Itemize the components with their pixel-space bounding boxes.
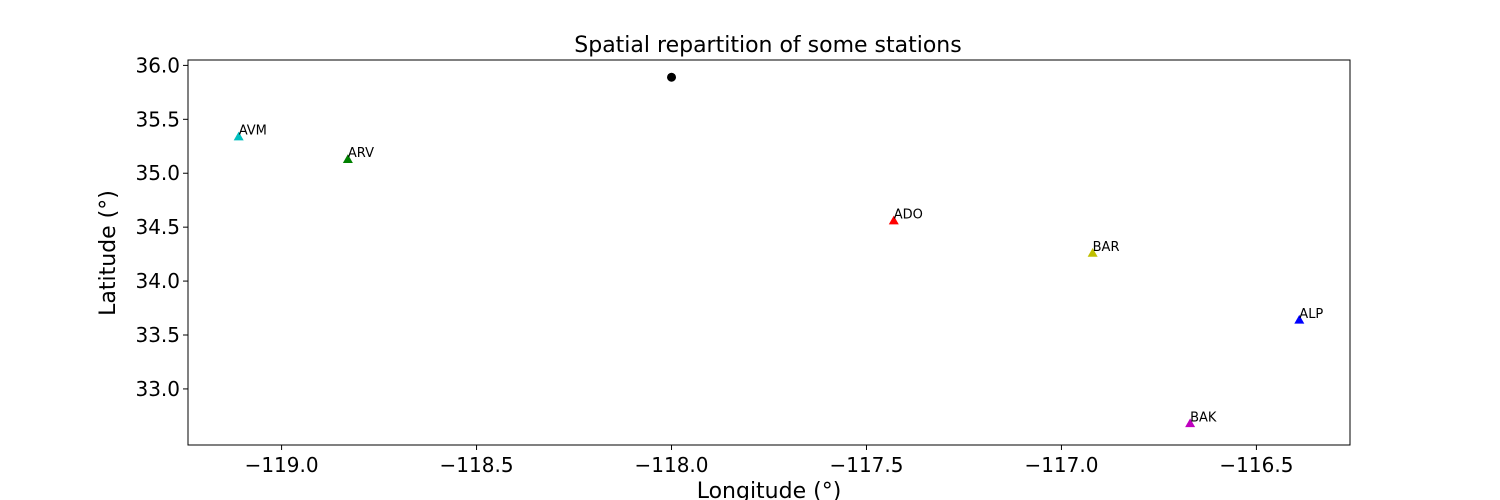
event-point	[667, 72, 677, 82]
station-point	[233, 131, 244, 141]
station-label: ARV	[348, 146, 374, 161]
y-tick-label: 35.5	[135, 107, 180, 131]
x-tick-label: −118.0	[635, 453, 709, 477]
x-tick-label: −118.5	[440, 453, 514, 477]
y-tick-label: 35.0	[135, 161, 180, 185]
station-label: ADO	[894, 208, 923, 223]
x-tick-label: −117.5	[829, 453, 903, 477]
x-axis-label: Longitude (°)	[697, 479, 842, 500]
station-label: AVM	[239, 124, 267, 139]
x-tick-label: −119.0	[245, 453, 319, 477]
station-point	[1087, 248, 1098, 257]
y-axis-label: Latitude (°)	[96, 190, 121, 316]
chart-title: Spatial repartition of some stations	[574, 33, 961, 58]
y-tick-label: 33.5	[135, 323, 180, 347]
x-tick-label: −116.5	[1219, 453, 1293, 477]
y-tick-label: 36.0	[135, 53, 180, 77]
station-point	[1185, 418, 1196, 428]
x-tick-label: −117.0	[1024, 453, 1098, 477]
station-label: BAR	[1093, 240, 1120, 255]
y-tick-label: 33.0	[135, 377, 180, 401]
axis-ticks: −119.0 −118.5 −118.0 −117.5 −117.0 −116.5 33.0…	[135, 53, 1293, 477]
station-label: ALP	[1299, 307, 1323, 322]
station-point	[342, 154, 353, 163]
station-point	[1294, 314, 1305, 324]
y-tick-label: 34.5	[135, 215, 180, 239]
plot-frame	[187, 59, 1351, 446]
y-tick-label: 34.0	[135, 269, 180, 293]
station-label: BAK	[1190, 410, 1217, 425]
plot-area: AVM ARV ADO BAR ALP BAK	[233, 72, 1323, 428]
station-point	[888, 215, 899, 225]
